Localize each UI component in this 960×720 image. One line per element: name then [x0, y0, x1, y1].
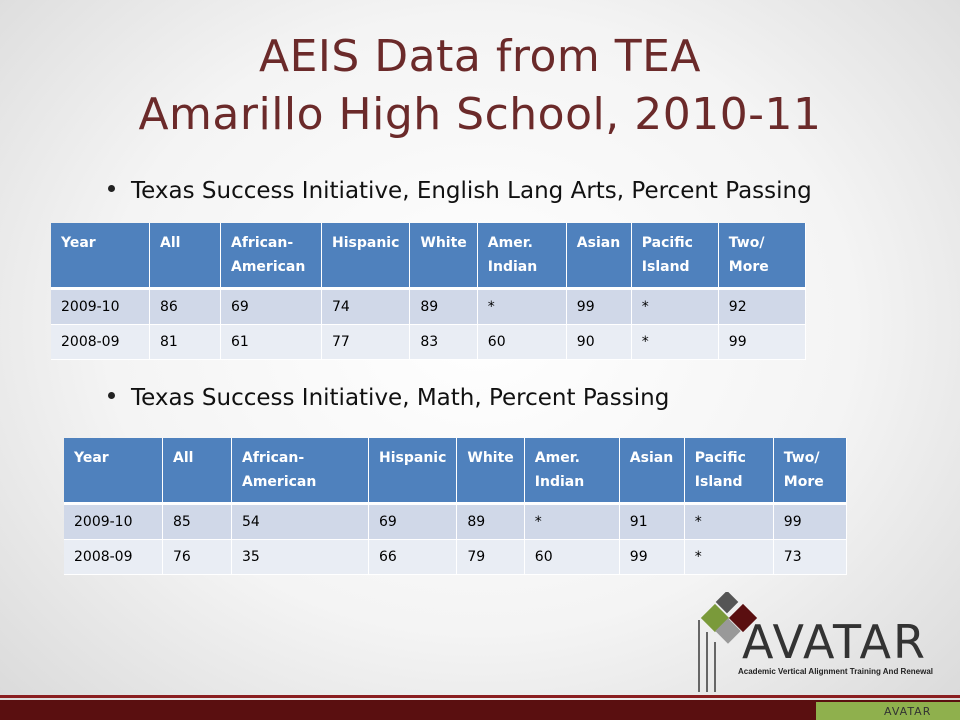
ela-header-cell: Asian	[566, 223, 632, 289]
ela-cell: 86	[149, 288, 221, 325]
math-cell: 85	[162, 503, 232, 540]
ela-cell: 60	[477, 324, 567, 360]
title-line-1: AEIS Data from TEA	[259, 31, 701, 82]
footer-logo-name: AVATAR	[884, 705, 932, 718]
ela-cell: 61	[220, 324, 322, 360]
footer-line	[0, 695, 960, 698]
math-cell: 89	[456, 503, 525, 540]
math-table-header-row: Year All African- American Hispanic White Ame…	[64, 438, 847, 504]
math-table: Year All African- American Hispanic White Ame…	[64, 438, 847, 575]
bullet-dot-icon	[108, 185, 115, 192]
table-row: 2008-09 81 61 77 83 60 90 * 99	[51, 324, 806, 360]
math-cell: 54	[231, 503, 369, 540]
ela-cell: *	[477, 288, 567, 325]
math-cell: 76	[162, 539, 232, 575]
bullet-dot-icon	[108, 392, 115, 399]
ela-table: Year All African- American Hispanic White Ame…	[51, 223, 806, 360]
ela-cell: 99	[718, 324, 806, 360]
ela-cell: 99	[566, 288, 632, 325]
footer-bar	[0, 700, 960, 720]
ela-cell: *	[631, 324, 719, 360]
math-cell: 91	[619, 503, 685, 540]
math-cell: 35	[231, 539, 369, 575]
table-row: 2009-10 85 54 69 89 * 91 * 99	[64, 503, 847, 540]
math-cell: 79	[456, 539, 525, 575]
math-cell: 2009-10	[64, 503, 163, 540]
bullet-ela-text: Texas Success Initiative, English Lang A…	[131, 178, 812, 204]
slide-title: AEIS Data from TEA Amarillo High School,…	[0, 28, 960, 144]
math-header-cell: White	[456, 438, 525, 504]
math-cell: *	[684, 539, 774, 575]
math-cell: 2008-09	[64, 539, 163, 575]
ela-cell: 81	[149, 324, 221, 360]
math-header-cell: African- American	[231, 438, 369, 504]
avatar-logo-name: AVATAR	[742, 615, 927, 669]
ela-cell: 74	[321, 288, 411, 325]
math-cell: 66	[368, 539, 458, 575]
math-header-cell: Two/ More	[773, 438, 847, 504]
avatar-logo-mark-icon	[698, 592, 758, 692]
ela-header-cell: Amer. Indian	[477, 223, 567, 289]
ela-cell: 83	[409, 324, 478, 360]
math-cell: 60	[524, 539, 620, 575]
bullet-math-text: Texas Success Initiative, Math, Percent …	[131, 385, 670, 411]
math-header-cell: Pacific Island	[684, 438, 774, 504]
ela-cell: 2008-09	[51, 324, 150, 360]
footer-logo-block	[816, 702, 960, 720]
ela-cell: *	[631, 288, 719, 325]
ela-header-cell: Year	[51, 223, 150, 289]
table-row: 2008-09 76 35 66 79 60 99 * 73	[64, 539, 847, 575]
bullet-ela: Texas Success Initiative, English Lang A…	[108, 178, 812, 204]
ela-cell: 69	[220, 288, 322, 325]
ela-cell: 2009-10	[51, 288, 150, 325]
avatar-logo-tagline: Academic Vertical Alignment Training And…	[738, 667, 934, 676]
ela-header-cell: All	[149, 223, 221, 289]
ela-header-cell: Two/ More	[718, 223, 806, 289]
math-cell: *	[524, 503, 620, 540]
math-header-cell: Hispanic	[368, 438, 458, 504]
table-row: 2009-10 86 69 74 89 * 99 * 92	[51, 288, 806, 325]
math-cell: 99	[619, 539, 685, 575]
title-line-2: Amarillo High School, 2010-11	[138, 89, 822, 140]
math-header-cell: Amer. Indian	[524, 438, 620, 504]
ela-cell: 92	[718, 288, 806, 325]
bullet-math: Texas Success Initiative, Math, Percent …	[108, 385, 669, 411]
ela-header-cell: White	[409, 223, 478, 289]
math-header-cell: Year	[64, 438, 163, 504]
math-cell: 69	[368, 503, 458, 540]
math-cell: *	[684, 503, 774, 540]
ela-table-header-row: Year All African- American Hispanic White Ame…	[51, 223, 806, 289]
ela-header-cell: Hispanic	[321, 223, 411, 289]
math-header-cell: Asian	[619, 438, 685, 504]
ela-cell: 90	[566, 324, 632, 360]
math-cell: 73	[773, 539, 847, 575]
math-header-cell: All	[162, 438, 232, 504]
ela-cell: 89	[409, 288, 478, 325]
ela-header-cell: African- American	[220, 223, 322, 289]
ela-header-cell: Pacific Island	[631, 223, 719, 289]
math-cell: 99	[773, 503, 847, 540]
ela-cell: 77	[321, 324, 411, 360]
